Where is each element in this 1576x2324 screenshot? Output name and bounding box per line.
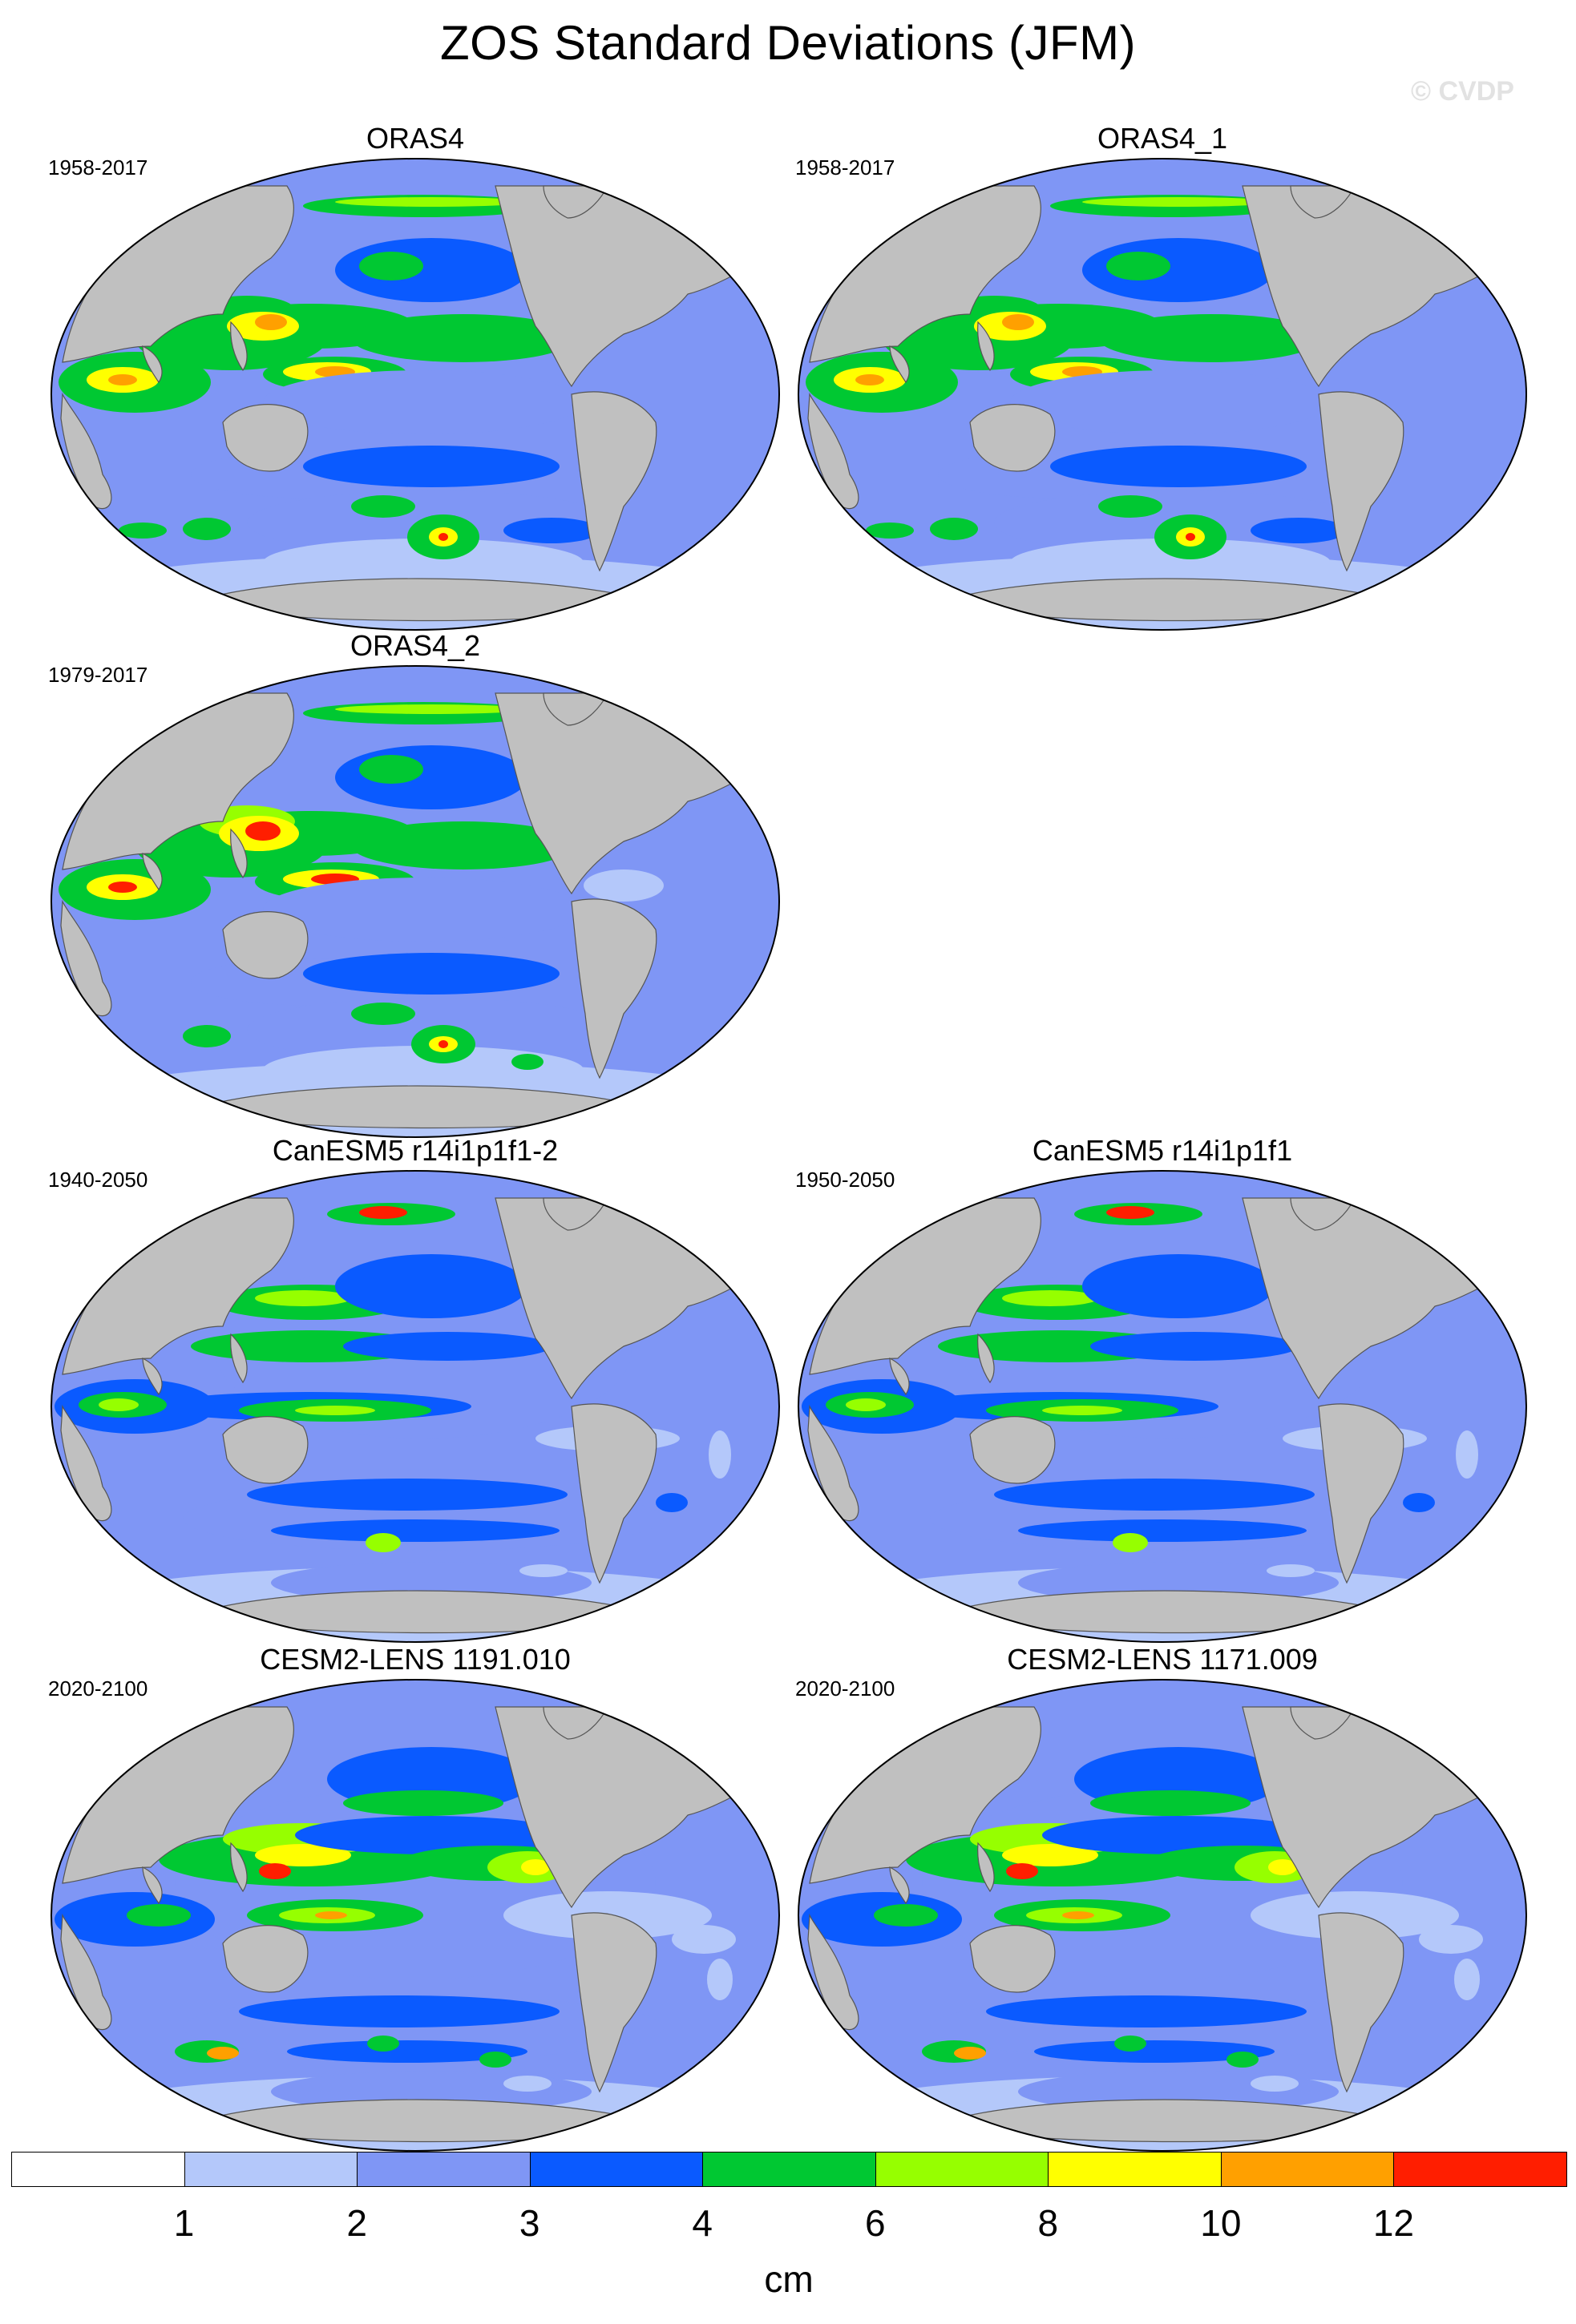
land-mask bbox=[60, 692, 737, 1129]
world-map bbox=[51, 665, 780, 1138]
map-outline bbox=[51, 665, 780, 1138]
map-outline bbox=[798, 1679, 1527, 2152]
world-map bbox=[798, 1679, 1527, 2152]
map-panel-canesm5: CanESM5 r14i1p1f1 1950-2050 bbox=[794, 1134, 1531, 1647]
panel-period: 1979-2017 bbox=[48, 663, 148, 687]
panel-title: CanESM5 r14i1p1f1-2 bbox=[272, 1134, 559, 1167]
map-panel-oras4-2: ORAS4_2 1979-2017 bbox=[46, 629, 784, 1142]
map-outline bbox=[51, 158, 780, 631]
panel-title: CESM2-LENS 1171.009 bbox=[1007, 1643, 1318, 1676]
colorbar-tick-label: 10 bbox=[1200, 2202, 1242, 2244]
figure-title: ZOS Standard Deviations (JFM) bbox=[439, 16, 1137, 70]
panel-title: CanESM5 r14i1p1f1 bbox=[1032, 1134, 1293, 1167]
world-map bbox=[51, 1679, 780, 2152]
world-map bbox=[798, 158, 1527, 631]
colorbar-tick-label: 12 bbox=[1372, 2202, 1415, 2244]
colorbar-tick-label: 2 bbox=[346, 2202, 367, 2244]
colorbar-tick-label: 1 bbox=[173, 2202, 195, 2244]
land-mask bbox=[807, 185, 1484, 622]
colorbar-tick-label: 4 bbox=[692, 2202, 713, 2244]
colorbar-swatch bbox=[1220, 2152, 1395, 2187]
colorbar-tick-label: 6 bbox=[864, 2202, 886, 2244]
land-mask bbox=[807, 1197, 1484, 1634]
land-mask bbox=[60, 1197, 737, 1634]
panel-period: 1958-2017 bbox=[795, 155, 895, 180]
colorbar-tick-label: 3 bbox=[519, 2202, 540, 2244]
panel-title: ORAS4_1 bbox=[1097, 122, 1228, 155]
colorbar-swatch bbox=[11, 2152, 185, 2187]
panel-title: ORAS4_2 bbox=[350, 629, 481, 662]
map-panel-oras4-1: ORAS4_1 1958-2017 bbox=[794, 122, 1531, 635]
colorbar-swatch bbox=[1393, 2152, 1567, 2187]
cvdp-watermark: © CVDP bbox=[1411, 76, 1514, 107]
zos-anomaly-field bbox=[59, 195, 688, 587]
map-outline bbox=[51, 1679, 780, 2152]
panel-title: CESM2-LENS 1191.010 bbox=[260, 1643, 571, 1676]
panel-period: 2020-2100 bbox=[48, 1676, 148, 1701]
colorbar-swatch bbox=[875, 2152, 1049, 2187]
map-panel-cesm2-1171: CESM2-LENS 1171.009 2020-2100 bbox=[794, 1643, 1531, 2156]
colorbar-swatch bbox=[184, 2152, 358, 2187]
panel-title: ORAS4 bbox=[366, 122, 465, 155]
panel-period: 1940-2050 bbox=[48, 1168, 148, 1192]
land-mask bbox=[60, 1706, 737, 2143]
map-outline bbox=[51, 1170, 780, 1643]
colorbar-tick-label: 8 bbox=[1037, 2202, 1059, 2244]
colorbar-swatch bbox=[1048, 2152, 1222, 2187]
world-map bbox=[51, 1170, 780, 1643]
colorbar-swatch bbox=[529, 2152, 704, 2187]
colorbar-swatch bbox=[702, 2152, 876, 2187]
map-panel-canesm5-2: CanESM5 r14i1p1f1-2 1940-2050 bbox=[46, 1134, 784, 1647]
colorbar-swatch bbox=[357, 2152, 531, 2187]
panel-period: 1958-2017 bbox=[48, 155, 148, 180]
land-mask bbox=[60, 185, 737, 622]
map-outline bbox=[798, 1170, 1527, 1643]
colorbar-unit: cm bbox=[764, 2258, 814, 2300]
map-panel-cesm2-1191: CESM2-LENS 1191.010 2020-2100 bbox=[46, 1643, 784, 2156]
colorbar: cm 1 2 3 4 6 8 10 12 bbox=[11, 2152, 1567, 2312]
world-map bbox=[51, 158, 780, 631]
world-map bbox=[798, 1170, 1527, 1643]
panel-period: 2020-2100 bbox=[795, 1676, 895, 1701]
map-outline bbox=[798, 158, 1527, 631]
map-panel-oras4: ORAS4 1958-2017 bbox=[46, 122, 784, 635]
land-mask bbox=[807, 1706, 1484, 2143]
panel-period: 1950-2050 bbox=[795, 1168, 895, 1192]
